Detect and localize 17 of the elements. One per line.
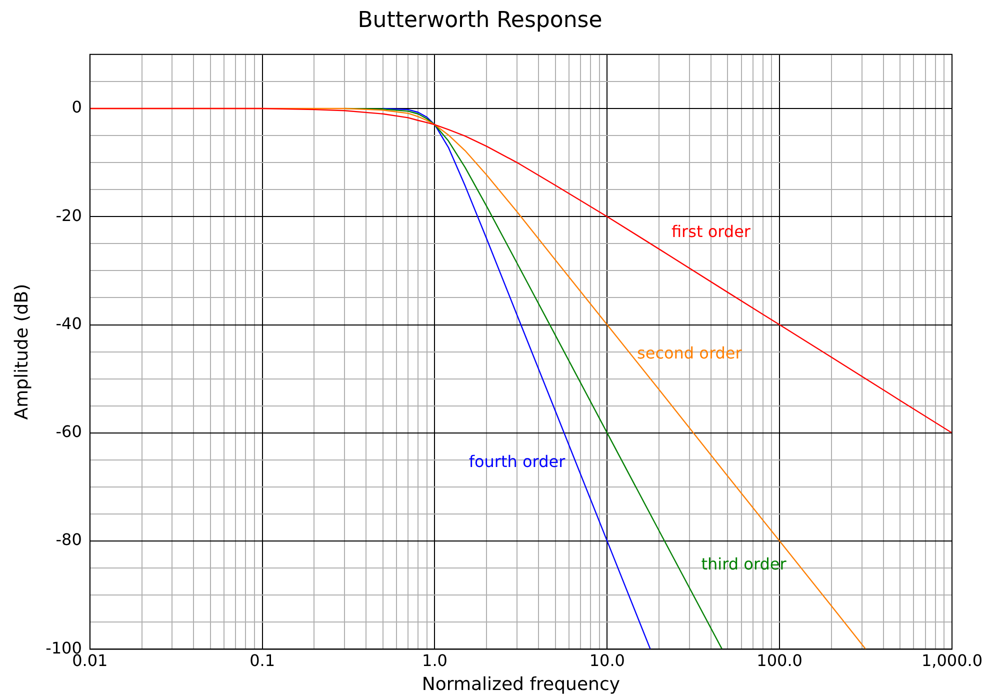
y-tick-label: -80: [56, 530, 82, 550]
series-label: third order: [701, 554, 787, 574]
x-tick-label: 10.0: [589, 650, 625, 670]
y-tick-label: -40: [56, 314, 82, 333]
x-tick-label: 1.0: [422, 650, 448, 670]
x-tick-label: 0.1: [250, 650, 276, 670]
y-tick-label: -20: [56, 206, 82, 225]
y-tick-label: 0: [72, 98, 82, 117]
chart-title: Butterworth Response: [358, 8, 602, 33]
x-axis-title: Normalized frequency: [422, 674, 620, 695]
series-label: fourth order: [468, 452, 566, 471]
series-label: first order: [671, 222, 751, 241]
x-tick-label: 100.0: [756, 650, 802, 670]
y-tick-label: -60: [56, 422, 82, 442]
y-axis-title: Amplitude (dB): [11, 284, 32, 420]
series-label: second order: [637, 344, 742, 363]
x-tick-label: 1,000.0: [921, 650, 983, 670]
